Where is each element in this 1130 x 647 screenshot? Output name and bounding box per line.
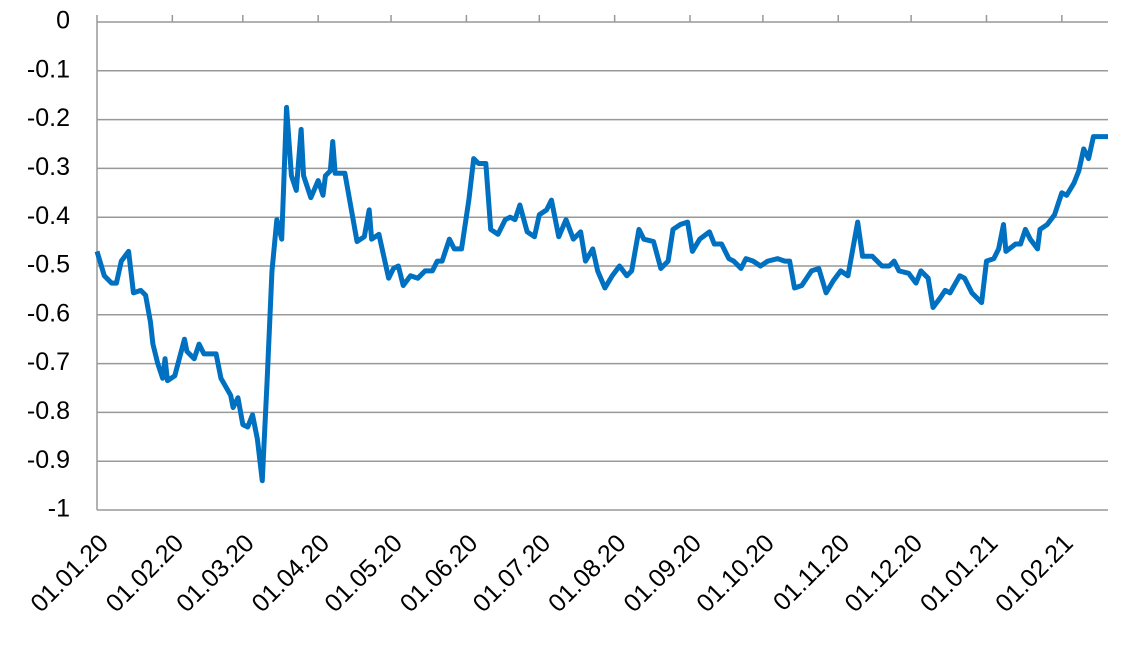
x-tick-label: 01.02.21 (990, 529, 1079, 618)
x-tick-label: 01.10.20 (691, 529, 780, 618)
data-line (94, 104, 1108, 484)
y-tick-label: -0.8 (27, 397, 70, 425)
y-tick-label: -1 (48, 495, 70, 523)
y-tick-label: -0.6 (27, 299, 70, 327)
x-tick-label: 01.04.20 (246, 529, 335, 618)
x-tick-label: 01.02.20 (101, 529, 190, 618)
x-tick-label: 01.01.21 (915, 529, 1004, 618)
x-tick-label: 01.06.20 (395, 529, 484, 618)
y-tick-label: -0.2 (27, 104, 70, 132)
y-tick-label: -0.5 (27, 251, 70, 279)
x-tick-label: 01.07.20 (468, 529, 557, 618)
y-tick-label: -0.1 (27, 55, 70, 83)
y-tick-label: -0.7 (27, 348, 70, 376)
x-tick-label: 01.08.20 (543, 529, 632, 618)
x-tick-label: 01.05.20 (319, 529, 408, 618)
x-tick-label: 01.01.20 (25, 529, 114, 618)
y-tick-label: 0 (56, 7, 70, 35)
x-tick-label: 01.09.20 (618, 529, 707, 618)
y-tick-label: -0.4 (27, 202, 70, 230)
x-tick-label: 01.03.20 (171, 529, 260, 618)
x-tick-label: 01.11.20 (768, 529, 855, 616)
x-tick-label: 01.12.20 (839, 529, 928, 618)
y-tick-label: -0.9 (27, 446, 70, 474)
y-tick-label: -0.3 (27, 153, 70, 181)
